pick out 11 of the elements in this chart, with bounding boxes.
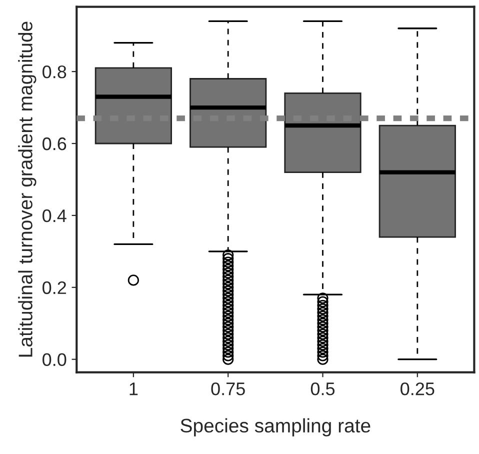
y-tick-label: 0.6 <box>42 137 66 150</box>
x-tick-label: 0.5 <box>310 382 335 396</box>
y-tick-label: 0.4 <box>42 209 66 222</box>
x-tick-label: 0.75 <box>211 382 245 396</box>
y-axis-title: Latitudinal turnover gradient magnitude <box>18 22 36 357</box>
y-tick-label: 0.2 <box>42 281 66 294</box>
y-tick-label: 0.8 <box>42 65 66 78</box>
x-axis-title: Species sampling rate <box>180 418 370 436</box>
x-tick-label: 1 <box>130 382 138 396</box>
y-tick-label: 0.0 <box>42 353 66 366</box>
x-tick-label: 0.25 <box>400 382 434 396</box>
